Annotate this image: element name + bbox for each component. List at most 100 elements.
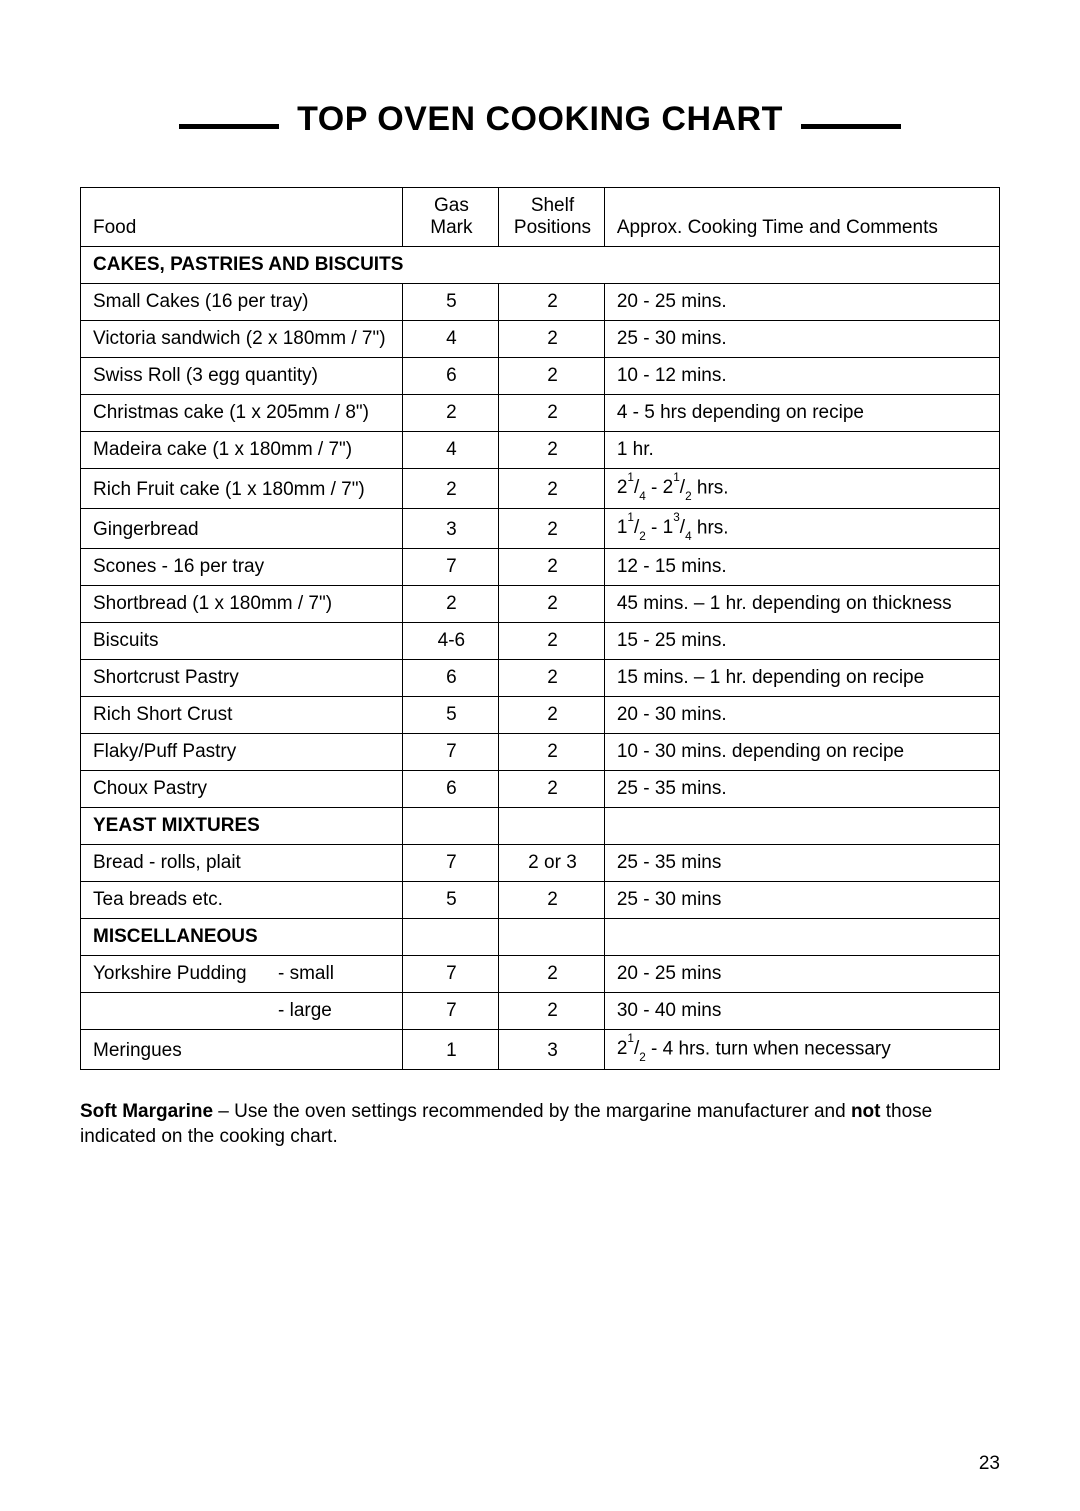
- table-row: Small Cakes (16 per tray)5220 - 25 mins.: [81, 283, 1000, 320]
- section-header-row: YEAST MIXTURES: [81, 807, 1000, 844]
- cell-gas: 2: [402, 394, 498, 431]
- note-mid: – Use the oven settings recommended by t…: [213, 1101, 851, 1122]
- table-head: Food GasMark ShelfPositions Approx. Cook…: [81, 188, 1000, 247]
- table-row: Swiss Roll (3 egg quantity)6210 - 12 min…: [81, 357, 1000, 394]
- col-gas-label: GasMark: [430, 195, 472, 239]
- table-row: Shortcrust Pastry6215 mins. – 1 hr. depe…: [81, 659, 1000, 696]
- table-row: Bread - rolls, plait72 or 325 - 35 mins: [81, 844, 1000, 881]
- cell-shelf: 2: [499, 320, 605, 357]
- title-rule-right: [801, 124, 901, 129]
- table-row: Rich Fruit cake (1 x 180mm / 7")2221/4 -…: [81, 468, 1000, 508]
- cell-gas: 2: [402, 585, 498, 622]
- table-row: Gingerbread3211/2 - 13/4 hrs.: [81, 508, 1000, 548]
- section-empty-cell: [402, 807, 498, 844]
- cell-shelf: 2: [499, 508, 605, 548]
- cell-food: Bread - rolls, plait: [81, 844, 403, 881]
- cell-food: - large: [81, 992, 403, 1029]
- cell-comments: 11/2 - 13/4 hrs.: [604, 508, 999, 548]
- section-empty-cell: [604, 807, 999, 844]
- cell-shelf: 2: [499, 283, 605, 320]
- cell-comments: 20 - 25 mins.: [604, 283, 999, 320]
- title-row: TOP OVEN COOKING CHART: [80, 100, 1000, 139]
- section-empty-cell: [604, 918, 999, 955]
- cell-food: Rich Fruit cake (1 x 180mm / 7"): [81, 468, 403, 508]
- cell-gas: 3: [402, 508, 498, 548]
- cell-shelf: 2: [499, 955, 605, 992]
- section-empty-cell: [499, 918, 605, 955]
- cell-gas: 5: [402, 283, 498, 320]
- cell-comments: 25 - 35 mins: [604, 844, 999, 881]
- cell-shelf: 2: [499, 357, 605, 394]
- table-row: Scones - 16 per tray7212 - 15 mins.: [81, 548, 1000, 585]
- note-lead: Soft Margarine: [80, 1101, 213, 1122]
- cell-shelf: 2: [499, 468, 605, 508]
- cell-comments: 1 hr.: [604, 431, 999, 468]
- table-row: Tea breads etc.5225 - 30 mins: [81, 881, 1000, 918]
- cell-gas: 4: [402, 431, 498, 468]
- section-header-row: CAKES, PASTRIES AND BISCUITS: [81, 246, 1000, 283]
- table-row: Flaky/Puff Pastry7210 - 30 mins. dependi…: [81, 733, 1000, 770]
- section-label: MISCELLANEOUS: [81, 918, 403, 955]
- section-empty-cell: [402, 918, 498, 955]
- cell-comments: 21/4 - 21/2 hrs.: [604, 468, 999, 508]
- cell-shelf: 2: [499, 770, 605, 807]
- cell-food: Madeira cake (1 x 180mm / 7"): [81, 431, 403, 468]
- cell-shelf: 2: [499, 431, 605, 468]
- footnote: Soft Margarine – Use the oven settings r…: [80, 1100, 1000, 1149]
- cell-gas: 5: [402, 696, 498, 733]
- table-row: Yorkshire Pudding- small7220 - 25 mins: [81, 955, 1000, 992]
- cell-gas: 6: [402, 770, 498, 807]
- cell-food: Victoria sandwich (2 x 180mm / 7"): [81, 320, 403, 357]
- cell-gas: 4-6: [402, 622, 498, 659]
- cell-food: Meringues: [81, 1029, 403, 1069]
- cell-comments: 20 - 30 mins.: [604, 696, 999, 733]
- cell-gas: 6: [402, 357, 498, 394]
- section-empty-cell: [499, 807, 605, 844]
- cell-gas: 7: [402, 733, 498, 770]
- cell-gas: 5: [402, 881, 498, 918]
- cell-shelf: 2: [499, 733, 605, 770]
- table-row: Meringues1321/2 - 4 hrs. turn when neces…: [81, 1029, 1000, 1069]
- cell-shelf: 2: [499, 881, 605, 918]
- cell-food: Rich Short Crust: [81, 696, 403, 733]
- page-title: TOP OVEN COOKING CHART: [297, 100, 783, 139]
- cell-comments: 25 - 30 mins: [604, 881, 999, 918]
- cell-food: Swiss Roll (3 egg quantity): [81, 357, 403, 394]
- table-row: Madeira cake (1 x 180mm / 7")421 hr.: [81, 431, 1000, 468]
- cell-gas: 7: [402, 548, 498, 585]
- cell-gas: 2: [402, 468, 498, 508]
- cell-comments: 21/2 - 4 hrs. turn when necessary: [604, 1029, 999, 1069]
- cell-food: Gingerbread: [81, 508, 403, 548]
- table-row: Rich Short Crust5220 - 30 mins.: [81, 696, 1000, 733]
- cell-shelf: 2: [499, 622, 605, 659]
- cell-comments: 30 - 40 mins: [604, 992, 999, 1029]
- cell-shelf: 2: [499, 992, 605, 1029]
- col-shelf-label: ShelfPositions: [514, 195, 591, 239]
- table-body: CAKES, PASTRIES AND BISCUITSSmall Cakes …: [81, 246, 1000, 1069]
- cell-gas: 4: [402, 320, 498, 357]
- cell-comments: 45 mins. – 1 hr. depending on thickness: [604, 585, 999, 622]
- cell-comments: 10 - 12 mins.: [604, 357, 999, 394]
- cell-comments: 15 - 25 mins.: [604, 622, 999, 659]
- cooking-chart-table: Food GasMark ShelfPositions Approx. Cook…: [80, 187, 1000, 1070]
- cell-gas: 7: [402, 955, 498, 992]
- cell-comments: 15 mins. – 1 hr. depending on recipe: [604, 659, 999, 696]
- note-not: not: [851, 1101, 881, 1122]
- title-rule-left: [179, 124, 279, 129]
- page-number: 23: [979, 1453, 1000, 1475]
- table-row: Victoria sandwich (2 x 180mm / 7")4225 -…: [81, 320, 1000, 357]
- cell-comments: 25 - 35 mins.: [604, 770, 999, 807]
- cell-shelf: 2: [499, 659, 605, 696]
- table-row: Christmas cake (1 x 205mm / 8")224 - 5 h…: [81, 394, 1000, 431]
- cell-food: Tea breads etc.: [81, 881, 403, 918]
- cell-gas: 7: [402, 844, 498, 881]
- col-comments: Approx. Cooking Time and Comments: [604, 188, 999, 247]
- section-header-row: MISCELLANEOUS: [81, 918, 1000, 955]
- cell-shelf: 3: [499, 1029, 605, 1069]
- cell-shelf: 2: [499, 696, 605, 733]
- table-row: Shortbread (1 x 180mm / 7")2245 mins. – …: [81, 585, 1000, 622]
- table-row: Biscuits4-6215 - 25 mins.: [81, 622, 1000, 659]
- cell-gas: 1: [402, 1029, 498, 1069]
- cell-shelf: 2: [499, 585, 605, 622]
- page: TOP OVEN COOKING CHART Food GasMark Shel…: [0, 0, 1080, 1511]
